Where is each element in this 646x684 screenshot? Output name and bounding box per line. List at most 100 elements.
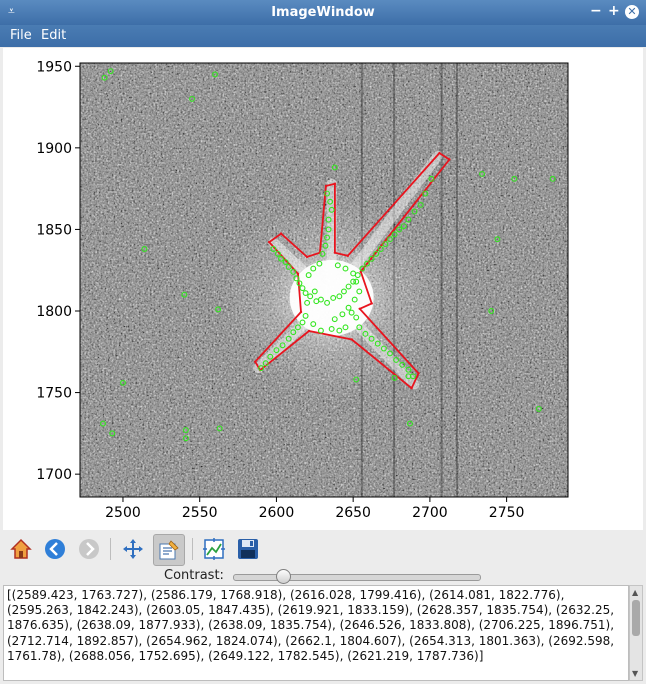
detected-point <box>304 299 311 306</box>
detected-point <box>393 356 400 363</box>
detected-point <box>368 335 375 342</box>
detected-point <box>316 260 323 267</box>
detected-point <box>339 311 346 318</box>
detected-point <box>275 250 281 257</box>
detected-point <box>382 241 389 248</box>
detected-point <box>340 288 347 295</box>
polygon-vertex[interactable] <box>350 338 354 341</box>
detected-point <box>362 330 369 337</box>
detected-point <box>182 435 189 442</box>
contrast-slider-handle[interactable] <box>276 569 292 584</box>
polygon-vertex[interactable] <box>324 184 328 188</box>
scrollbar-thumb[interactable] <box>632 600 640 636</box>
detected-point <box>290 329 297 336</box>
detected-point <box>350 278 357 285</box>
detected-point <box>387 350 393 357</box>
detected-point <box>285 335 292 342</box>
edit-points-icon[interactable] <box>153 534 185 566</box>
detected-point <box>299 319 306 326</box>
detected-point <box>334 262 341 269</box>
polygon-vertex[interactable] <box>448 158 451 161</box>
move-icon[interactable] <box>118 534 148 564</box>
detected-point <box>356 288 363 295</box>
polygon-vertex[interactable] <box>370 302 373 305</box>
polygon-vertex[interactable] <box>410 386 413 390</box>
contrast-label: Contrast: <box>164 568 224 583</box>
x-tick-label: 2500 <box>105 505 141 521</box>
detected-point <box>387 236 393 243</box>
detected-point <box>182 427 189 434</box>
detected-point <box>325 226 332 233</box>
polygon-vertex[interactable] <box>438 151 441 155</box>
detected-point <box>353 376 360 383</box>
polygon-vertex[interactable] <box>333 182 337 186</box>
detected-point <box>396 226 403 233</box>
contrast-slider-track[interactable] <box>233 574 481 581</box>
detected-point <box>107 68 114 75</box>
polygon-vertex[interactable] <box>358 307 361 310</box>
detected-point <box>353 314 360 321</box>
polygon-vertex[interactable] <box>254 360 257 363</box>
polygon-vertex[interactable] <box>307 329 311 333</box>
detected-point <box>325 216 332 223</box>
maximize-icon[interactable]: + <box>608 3 620 19</box>
detected-point <box>336 293 343 300</box>
title-bar: ⩡ ImageWindow − + ✕ <box>0 0 646 25</box>
detected-point <box>336 327 343 334</box>
x-tick-label: 2700 <box>412 505 448 521</box>
output-scrollbar[interactable]: ▲ ▼ <box>629 585 643 681</box>
menu-edit[interactable]: Edit <box>41 28 67 43</box>
polygon-vertex[interactable] <box>417 372 420 375</box>
detected-point <box>327 198 334 205</box>
detected-point <box>279 342 286 349</box>
configure-subplots-icon[interactable] <box>199 534 229 564</box>
detected-point <box>305 272 312 279</box>
detected-point <box>342 265 349 272</box>
close-icon[interactable]: ✕ <box>625 5 639 19</box>
detected-point <box>494 236 501 243</box>
detected-point <box>428 175 435 182</box>
polygon-vertex[interactable] <box>279 232 283 235</box>
navigation-toolbar <box>0 530 646 568</box>
polygon-vertex[interactable] <box>299 310 303 314</box>
polygon-vertex[interactable] <box>267 240 271 244</box>
detected-point <box>270 246 277 252</box>
scroll-down-icon[interactable]: ▼ <box>632 669 639 678</box>
chevron-down-icon[interactable]: ⩡ <box>8 4 15 18</box>
minimize-icon[interactable]: − <box>590 3 602 19</box>
scroll-up-icon[interactable]: ▲ <box>632 588 639 597</box>
save-icon[interactable] <box>233 534 263 564</box>
polygon-vertex[interactable] <box>305 255 309 259</box>
detected-point <box>109 430 116 437</box>
detected-point <box>324 299 331 306</box>
polygon-vertex[interactable] <box>296 272 300 276</box>
detected-point <box>479 170 486 177</box>
detected-point <box>141 246 148 252</box>
window-title: ImageWindow <box>271 5 375 20</box>
detected-point <box>422 190 429 197</box>
detected-point <box>417 201 424 208</box>
polygon-coordinates-output[interactable]: [(2589.423, 1763.727), (2586.179, 1768.9… <box>3 585 629 681</box>
menu-file[interactable]: File <box>10 28 32 43</box>
detected-point <box>400 223 407 230</box>
detected-point <box>328 206 335 213</box>
y-tick-label: 1950 <box>36 59 72 75</box>
arrow-left-icon[interactable] <box>40 534 70 564</box>
star-field-image <box>80 63 568 497</box>
polygon-vertex[interactable] <box>346 254 350 258</box>
home-icon[interactable] <box>6 534 36 564</box>
polygon-vertex[interactable] <box>333 251 337 254</box>
detected-point <box>353 278 360 285</box>
detected-point <box>293 275 300 282</box>
arrow-right-icon[interactable] <box>74 534 104 564</box>
detected-point <box>348 309 355 316</box>
detected-point <box>317 296 324 303</box>
image-plot[interactable]: 2500 2550 2600 2650 2700 2750 1700 1750 1800 1850… <box>3 48 643 530</box>
detected-point <box>364 260 370 267</box>
y-tick-label: 1750 <box>36 386 72 402</box>
x-tick-label: 2650 <box>335 505 371 521</box>
plot-area: 2500 2550 2600 2650 2700 2750 1700 1750 1800 1850… <box>3 48 643 530</box>
detected-point <box>405 216 412 223</box>
detected-point <box>216 425 223 432</box>
